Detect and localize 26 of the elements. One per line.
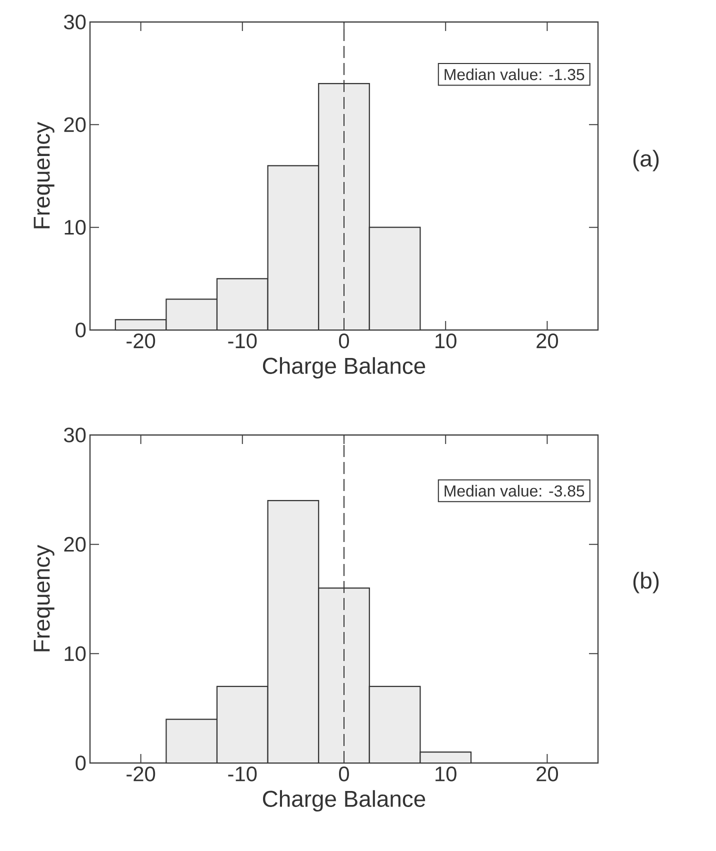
x-tick-label: 20 [536, 334, 558, 348]
y-tick-label: 10 [64, 220, 86, 235]
x-tick-label: 10 [436, 334, 456, 348]
y-tick-label: 30 [64, 14, 86, 30]
y-tick-label: 0 [76, 756, 86, 770]
x-tick-label: -10 [228, 766, 257, 782]
x-tick-label: -10 [228, 334, 257, 348]
y-tick-label: 20 [64, 117, 86, 132]
text: (b) [633, 572, 659, 594]
x-axis-title: Charge Balance [262, 790, 426, 812]
annotation: Median value: -1.35 [444, 68, 584, 80]
x-axis-title: Charge Balance [262, 357, 426, 379]
x-tick-label: -20 [126, 766, 156, 782]
x-tick-label: 20 [536, 766, 558, 782]
y-tick-label: 10 [64, 646, 86, 662]
text: (a) [633, 150, 659, 172]
y-axis-title: Frequency [34, 122, 54, 228]
x-tick-label: 10 [436, 766, 456, 782]
annotation: Median value: -3.85 [444, 484, 584, 497]
x-tick-label: -20 [126, 334, 156, 348]
y-axis-title: Frequency [34, 544, 54, 652]
y-tick-label: 20 [64, 536, 86, 552]
y-tick-label: 30 [64, 428, 86, 442]
x-tick-label: 0 [338, 766, 349, 782]
x-tick-label: 0 [338, 334, 349, 348]
y-tick-label: 0 [76, 322, 86, 338]
